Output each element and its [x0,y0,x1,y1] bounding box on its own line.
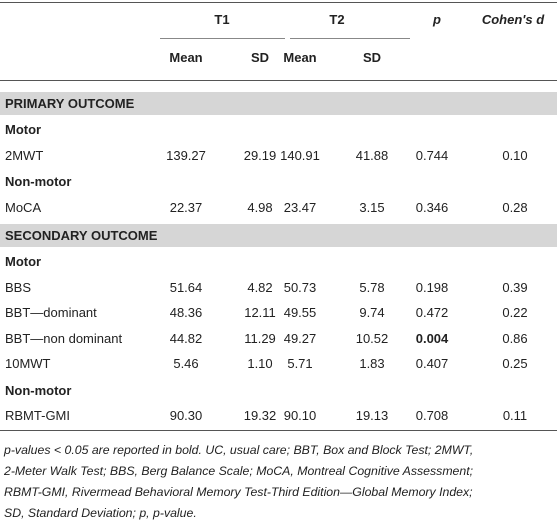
column-group-header: T2 [329,12,345,27]
cell: 5.71 [287,356,313,371]
cell: 139.27 [166,147,206,163]
section-band [0,224,557,247]
section-title: PRIMARY OUTCOME [5,96,135,111]
cell: 4.98 [247,199,273,215]
row-label: BBT—non dominant [5,330,123,346]
cell: 41.88 [355,147,389,163]
cell: 51.64 [169,279,203,295]
cell: 12.11 [244,305,276,320]
column-group-header: T1 [214,12,230,27]
cell: 0.10 [502,147,528,163]
cell: 0.86 [502,330,528,346]
row-label: BBS [5,279,32,295]
cell: 1.83 [359,356,385,371]
row-label: 10MWT [5,356,51,371]
t1-underline [160,38,285,39]
cell: 0.28 [502,199,528,215]
cell: 19.32 [243,408,277,423]
cell: 0.22 [502,305,528,320]
column-header: SD [362,50,382,65]
cell: 48.36 [169,305,203,320]
column-header: Mean [169,50,203,65]
cell: 1.10 [247,356,273,371]
group-title: Motor [5,254,42,269]
cell: 5.46 [173,356,199,371]
group-title: Non-motor [5,174,72,189]
column-header: SD [250,50,270,65]
cell: 19.13 [355,408,389,423]
cell: 4.82 [247,279,273,295]
cell: 11.29 [244,330,276,346]
row-label: 2MWT [5,147,44,163]
row-label: MoCA [5,199,42,215]
row-label: RBMT-GMI [5,408,70,423]
cell: 9.74 [359,305,385,320]
cell: 0.472 [415,305,449,320]
section-title: SECONDARY OUTCOME [5,228,158,243]
section-band [0,92,557,115]
cell: 90.30 [169,408,203,423]
column-header: Mean [283,50,317,65]
bottom-rule [0,430,557,431]
cell: 0.198 [415,279,449,295]
cell: 0.004 [415,330,449,346]
cell: 140.91 [280,147,320,163]
cell: 50.73 [283,279,317,295]
t2-underline [290,38,410,39]
group-title: Motor [5,122,42,137]
cell: 0.11 [502,408,528,423]
header-rule [0,80,557,81]
cell: 5.78 [359,279,385,295]
cell: 0.346 [415,199,449,215]
cell: 49.27 [283,330,317,346]
cell: 0.744 [415,147,449,163]
cell: 10.52 [355,330,389,346]
group-title: Non-motor [5,382,72,398]
footnote-line: 2-Meter Walk Test; BBS, Berg Balance Sca… [4,464,474,478]
cell: 29.19 [243,147,277,163]
footnote-line: RBMT-GMI, Rivermead Behavioral Memory Te… [4,485,473,499]
cell: 0.39 [502,279,528,295]
top-rule [0,2,557,3]
cell: 90.10 [283,408,317,423]
cell: 44.82 [169,330,203,346]
cell: 0.407 [415,356,449,371]
column-group-header: p [433,12,441,27]
row-label: BBT—dominant [5,305,97,320]
cell: 23.47 [283,199,317,215]
footnote-line: p-values < 0.05 are reported in bold. UC… [4,443,474,457]
footnote-line: SD, Standard Deviation; p, p-value. [4,506,197,520]
cell: 49.55 [283,305,317,320]
cell: 22.37 [169,199,203,215]
cell: 3.15 [359,199,385,215]
column-group-header: Cohen's d [481,12,545,27]
cell: 0.708 [415,408,449,423]
cell: 0.25 [502,356,528,371]
